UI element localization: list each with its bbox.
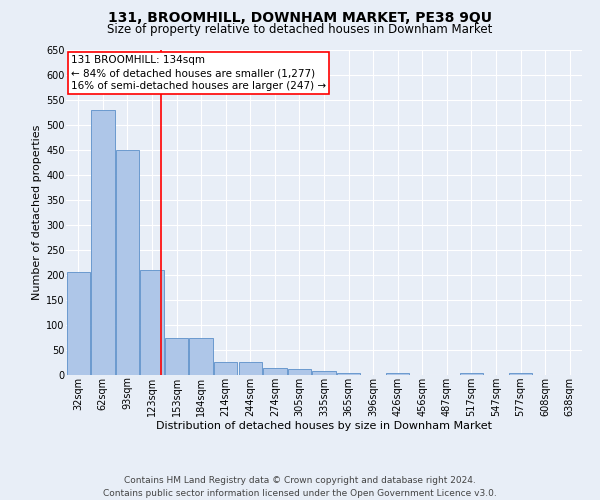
Bar (239, 362, 262, 375)
Text: Contains HM Land Registry data © Crown copyright and database right 2024.
Contai: Contains HM Land Registry data © Crown c… (103, 476, 497, 498)
Text: 131, BROOMHILL, DOWNHAM MARKET, PE38 9QU: 131, BROOMHILL, DOWNHAM MARKET, PE38 9QU (108, 11, 492, 25)
X-axis label: Distribution of detached houses by size in Downham Market: Distribution of detached houses by size … (156, 422, 492, 432)
Bar (214, 362, 238, 375)
Bar (337, 372, 360, 375)
Bar (140, 270, 164, 375)
Bar (313, 371, 335, 375)
Text: 131 BROOMHILL: 134sqm
← 84% of detached houses are smaller (1,277)
16% of semi-d: 131 BROOMHILL: 134sqm ← 84% of detached … (71, 55, 326, 92)
Bar (190, 338, 213, 375)
Bar (509, 372, 532, 375)
Text: Size of property relative to detached houses in Downham Market: Size of property relative to detached ho… (107, 22, 493, 36)
Bar (67, 272, 90, 375)
Bar (91, 110, 115, 375)
Y-axis label: Number of detached properties: Number of detached properties (32, 125, 42, 300)
Bar (386, 372, 409, 375)
Bar (288, 369, 311, 375)
Bar (460, 372, 483, 375)
Bar (165, 338, 188, 375)
Bar (116, 150, 139, 375)
Bar (263, 368, 287, 375)
